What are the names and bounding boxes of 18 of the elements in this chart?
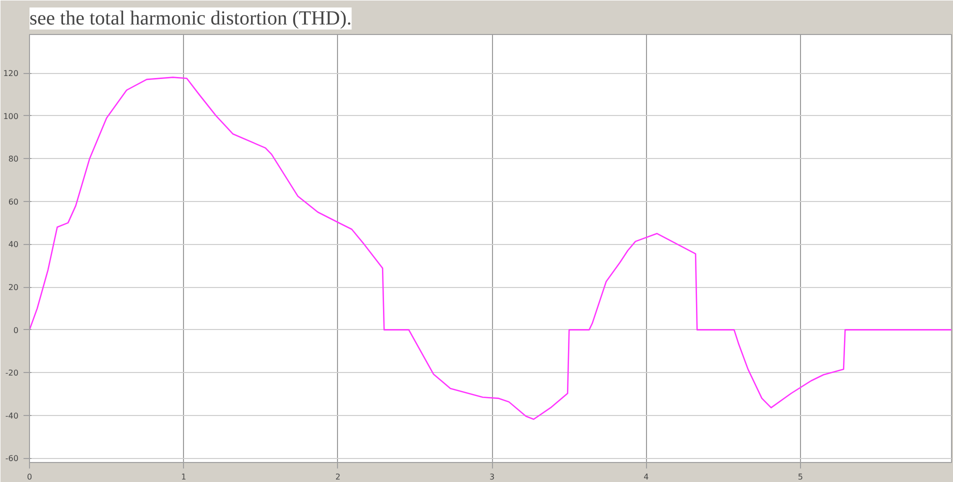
y-tick-label: -40 (5, 411, 19, 420)
line-series (30, 76, 952, 420)
y-tick-label: -20 (5, 368, 19, 378)
y-tick-label: 80 (8, 154, 19, 164)
y-tick-label: 100 (3, 112, 19, 121)
y-tick-label: -60 (5, 454, 19, 464)
y-tick-label: 60 (8, 197, 19, 206)
y-tick-label: 20 (8, 283, 19, 292)
y-tick-label: 40 (8, 240, 19, 250)
x-tick-label: 0 (26, 472, 32, 482)
x-tick-label: 1 (181, 472, 186, 482)
x-tick-label: 3 (489, 472, 495, 482)
x-tick-label: 2 (335, 472, 340, 482)
x-tick-label: 4 (644, 472, 649, 482)
x-tick-label: 5 (798, 472, 803, 482)
y-tick-label: 0 (13, 326, 19, 335)
y-tick-label: 120 (3, 69, 19, 78)
chart-title: see the total harmonic distortion (THD). (30, 8, 352, 30)
